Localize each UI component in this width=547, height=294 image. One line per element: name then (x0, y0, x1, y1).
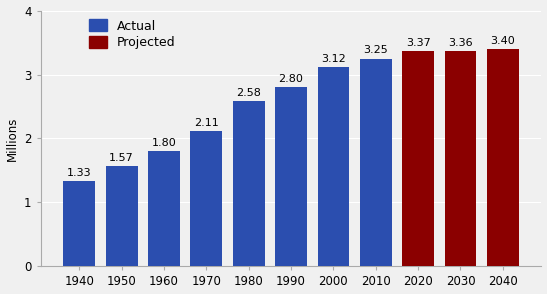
Bar (148, 151, 180, 266)
Bar (63, 181, 95, 266)
Bar (360, 59, 392, 266)
Bar (190, 131, 222, 266)
Bar (445, 51, 476, 266)
Text: 1.80: 1.80 (152, 138, 176, 148)
Legend: Actual, Projected: Actual, Projected (87, 17, 178, 51)
Text: 3.37: 3.37 (406, 38, 430, 48)
Text: 1.57: 1.57 (109, 153, 134, 163)
Bar (317, 67, 350, 266)
Text: 1.33: 1.33 (67, 168, 91, 178)
Bar (233, 101, 265, 266)
Bar (487, 49, 519, 266)
Bar (106, 166, 137, 266)
Text: 2.11: 2.11 (194, 118, 219, 128)
Text: 3.40: 3.40 (491, 36, 515, 46)
Text: 3.12: 3.12 (321, 54, 346, 64)
Y-axis label: Millions: Millions (5, 116, 19, 161)
Bar (402, 51, 434, 266)
Text: 2.80: 2.80 (278, 74, 304, 84)
Text: 2.58: 2.58 (236, 88, 261, 98)
Text: 3.25: 3.25 (363, 45, 388, 55)
Text: 3.36: 3.36 (448, 38, 473, 48)
Bar (275, 87, 307, 266)
